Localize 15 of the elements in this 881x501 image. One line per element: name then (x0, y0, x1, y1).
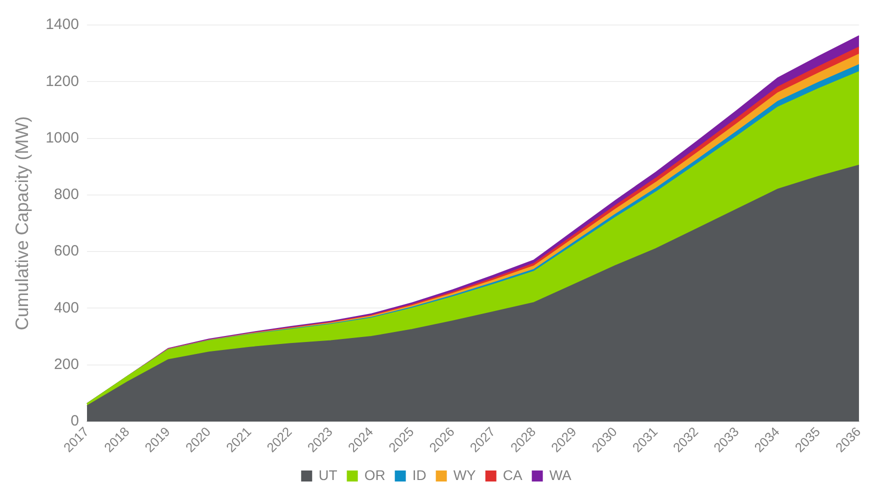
y-tick-label: 1200 (46, 72, 79, 90)
y-tick-label: 0 (70, 412, 79, 430)
legend-label: CA (502, 466, 523, 483)
y-tick-label: 1400 (46, 16, 79, 34)
y-axis-title: Cumulative Capacity (MW) (12, 116, 32, 330)
y-tick-label: 800 (54, 186, 79, 204)
legend-label: WA (549, 466, 572, 483)
y-tick-label: 600 (54, 242, 79, 260)
legend-label: WY (453, 466, 477, 483)
legend-label: ID (412, 466, 426, 483)
legend-label: OR (364, 466, 386, 483)
y-tick-label: 200 (54, 356, 79, 374)
y-tick-label: 1000 (46, 129, 79, 146)
y-tick-label: 400 (54, 299, 79, 316)
legend-label: UT (318, 466, 338, 483)
